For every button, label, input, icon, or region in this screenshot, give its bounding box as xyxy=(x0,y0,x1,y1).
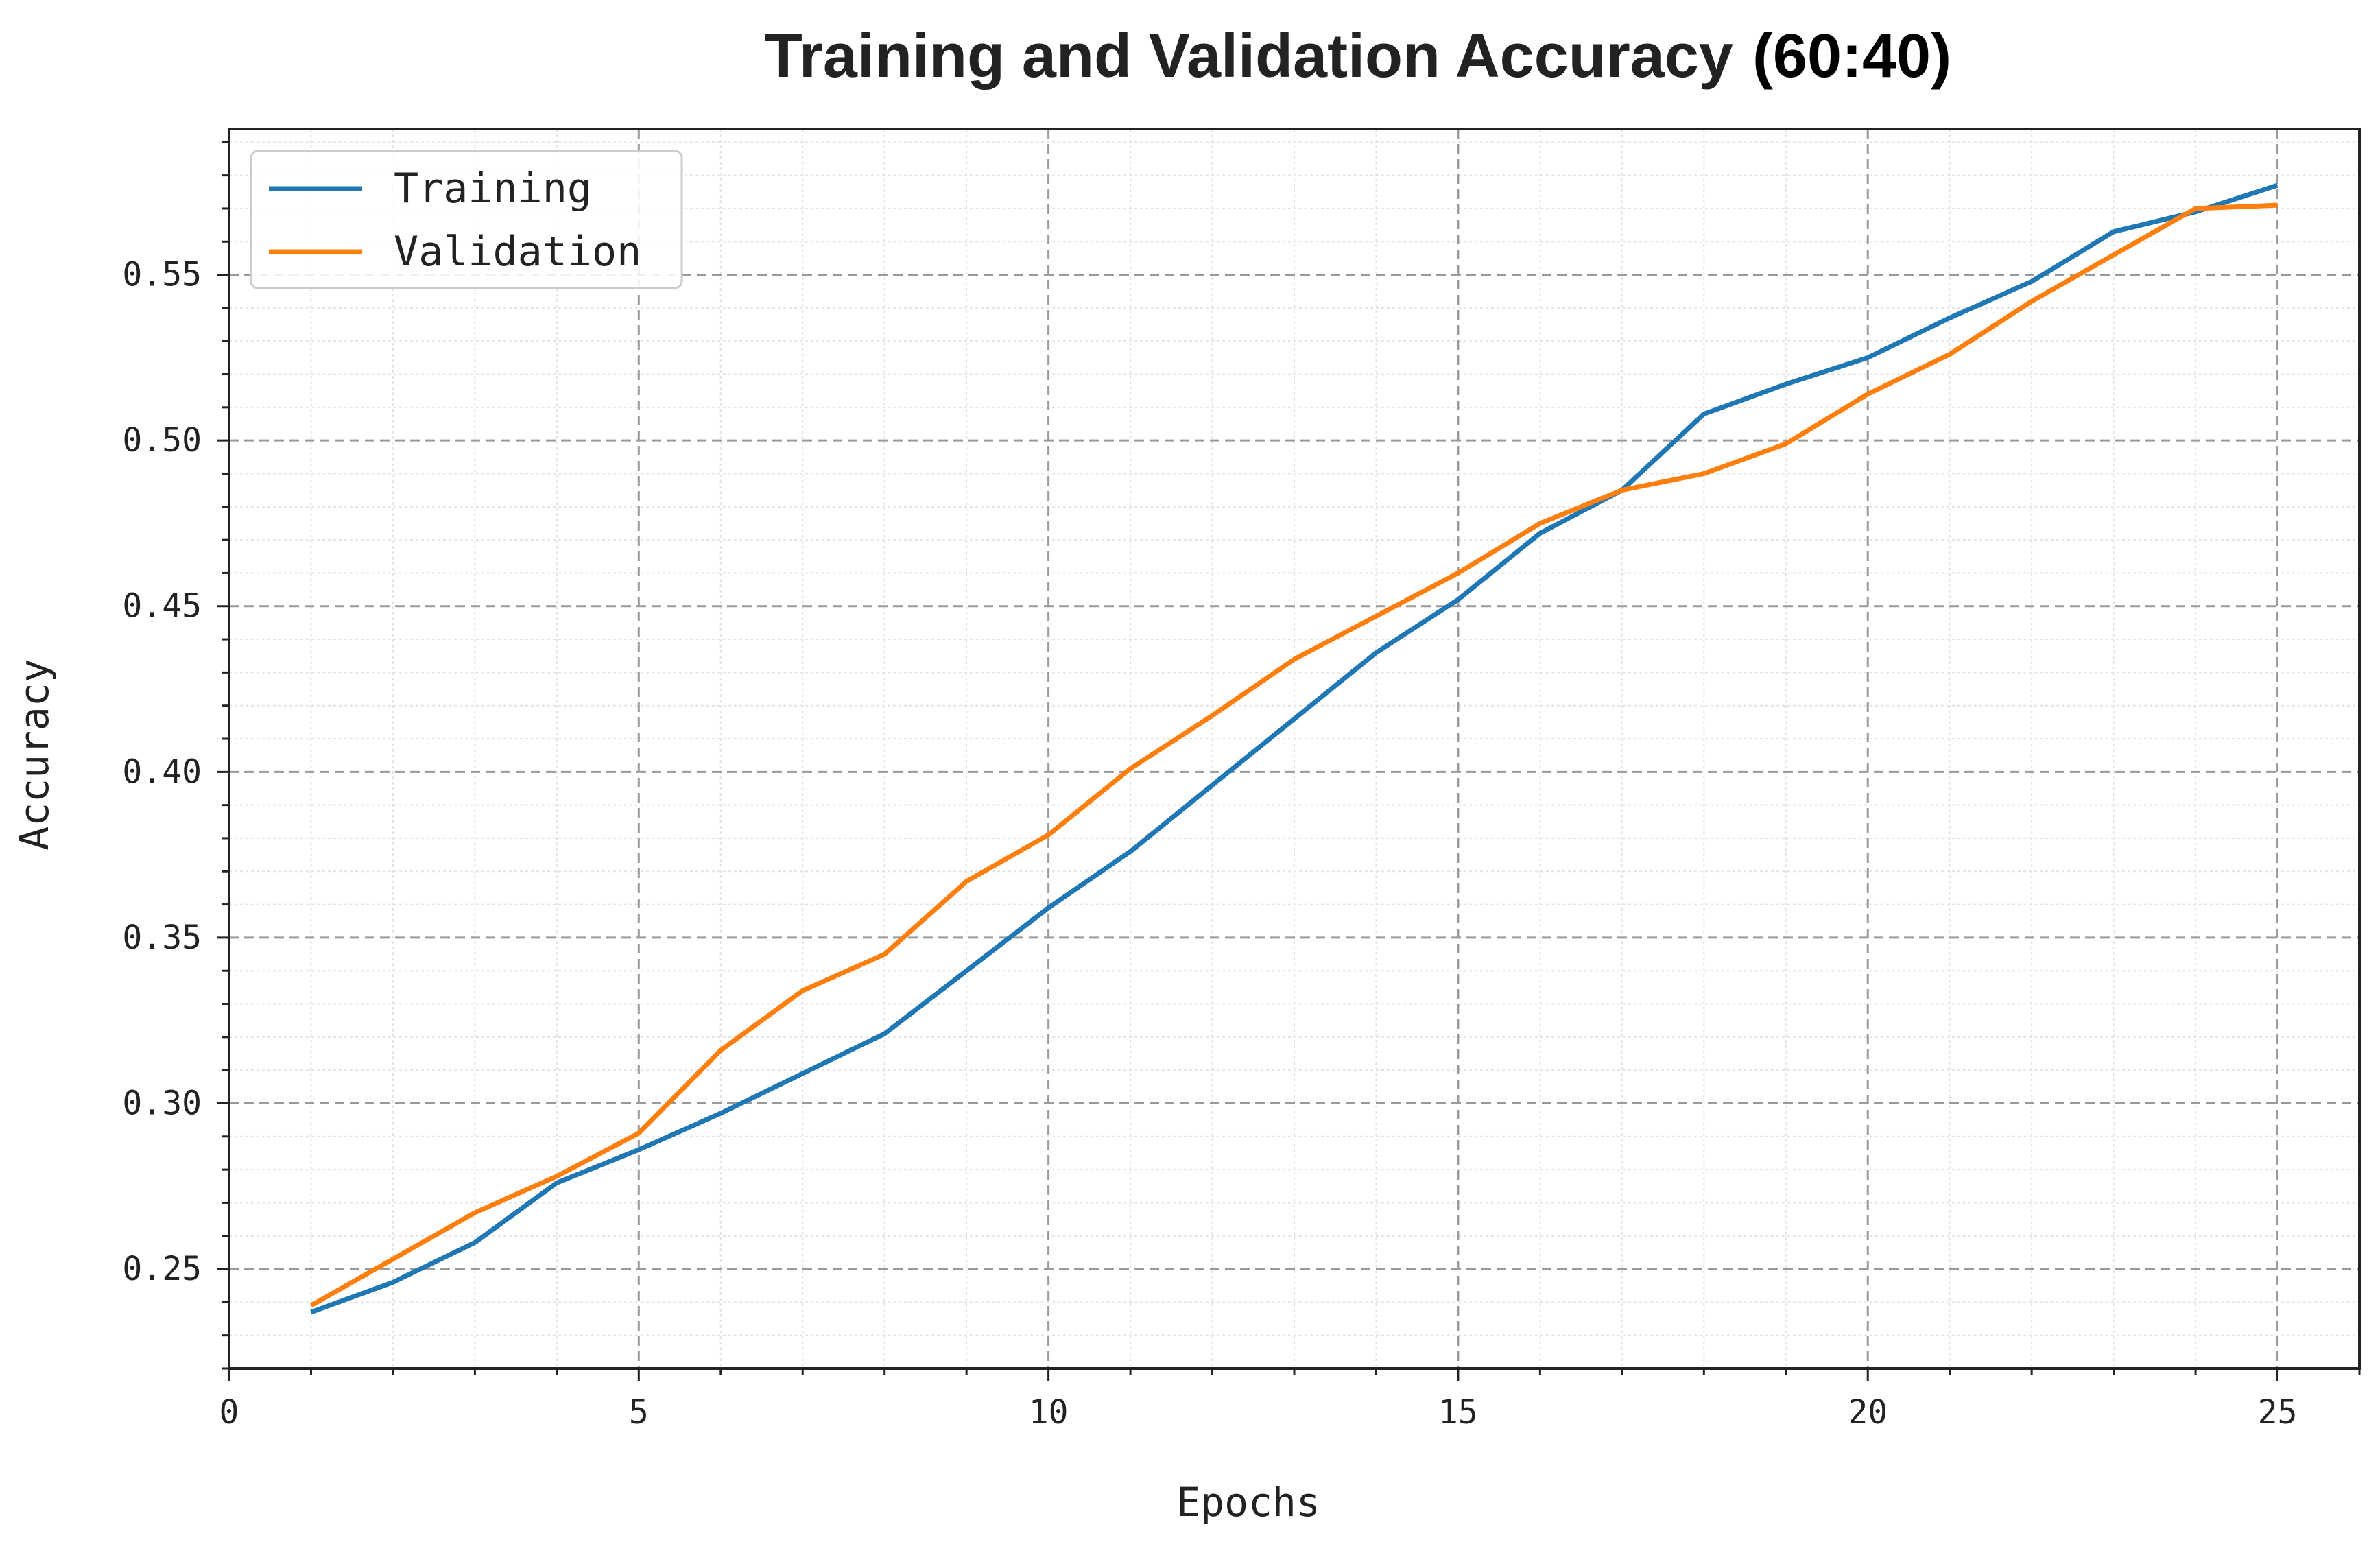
legend-label-training: Training xyxy=(394,165,592,213)
x-axis-label: Epochs xyxy=(1176,1479,1320,1526)
x-tick-label: 15 xyxy=(1438,1393,1478,1432)
x-tick-label: 25 xyxy=(2258,1393,2298,1432)
legend: Training Validation xyxy=(250,150,683,289)
y-tick-label: 0.35 xyxy=(122,918,202,957)
x-tick-label: 20 xyxy=(1848,1393,1888,1432)
chart-title-suffix: (60:40) xyxy=(1752,22,1951,91)
series-lines xyxy=(309,182,2278,1315)
y-tick-label: 0.45 xyxy=(122,587,202,626)
x-tick-label: 5 xyxy=(629,1393,649,1432)
legend-label-validation: Validation xyxy=(394,228,641,276)
chart-title: Training and Validation Accuracy (60:40) xyxy=(765,22,1951,91)
x-tick-label: 0 xyxy=(219,1393,239,1432)
axes-frame xyxy=(228,128,2361,1370)
x-tick-label: 10 xyxy=(1029,1393,1069,1432)
y-tick-label: 0.55 xyxy=(122,256,202,294)
series-line-validation xyxy=(309,202,2278,1308)
y-axis-label: Accuracy xyxy=(11,659,58,850)
series-line-training xyxy=(310,182,2278,1315)
tick-labels: 0 5 10 15 20 25 0.25 0.30 0.35 0.40 0.45 0.50 0.55 xyxy=(122,256,2297,1432)
y-tick-label: 0.25 xyxy=(122,1250,202,1288)
plot-area: 0 5 10 15 20 25 0.25 0.30 0.35 0.40 0.45 0.50 0.55 Tr… xyxy=(122,128,2361,1432)
major-grid xyxy=(229,129,2359,1368)
y-tick-label: 0.50 xyxy=(122,421,202,460)
y-tick-label: 0.30 xyxy=(122,1084,202,1122)
y-tick-label: 0.40 xyxy=(122,752,202,791)
chart-title-main: Training and Validation Accuracy xyxy=(765,22,1733,91)
